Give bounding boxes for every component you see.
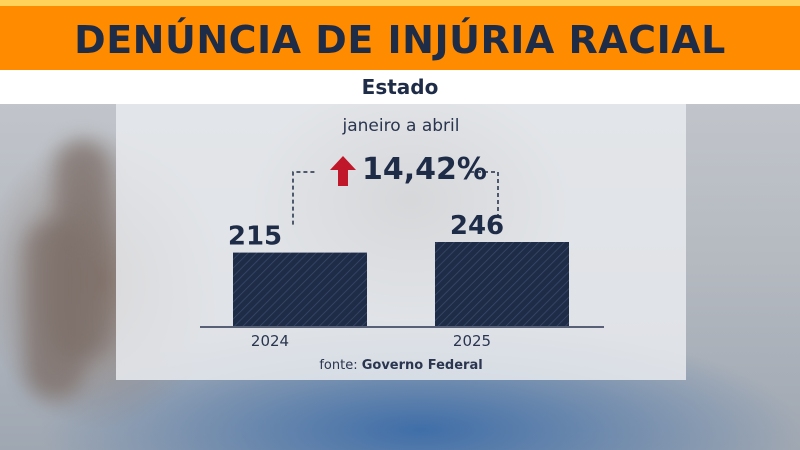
source-note: fonte: Governo Federal bbox=[116, 358, 686, 373]
source-prefix: fonte: bbox=[319, 358, 358, 373]
bar-value-label: 215 bbox=[228, 222, 282, 252]
x-tick-label: 2024 bbox=[251, 332, 289, 350]
source-name: Governo Federal bbox=[361, 358, 483, 373]
bar-2025 bbox=[435, 242, 569, 326]
subtitle-bar: Estado bbox=[0, 70, 800, 104]
title-bar: DENÚNCIA DE INJÚRIA RACIAL bbox=[0, 0, 800, 70]
period-label: janeiro a abril bbox=[342, 116, 460, 136]
page-subtitle: Estado bbox=[361, 75, 439, 99]
chart-panel bbox=[116, 104, 686, 380]
background-hand bbox=[25, 220, 85, 400]
up-arrow-icon bbox=[330, 156, 356, 186]
x-tick-label: 2025 bbox=[453, 332, 491, 350]
comparison-connector bbox=[292, 171, 499, 225]
change-percentage: 14,42% bbox=[362, 152, 487, 187]
bar-2024 bbox=[233, 252, 367, 326]
page-title: DENÚNCIA DE INJÚRIA RACIAL bbox=[74, 18, 726, 62]
bar-value-label: 246 bbox=[450, 211, 504, 241]
